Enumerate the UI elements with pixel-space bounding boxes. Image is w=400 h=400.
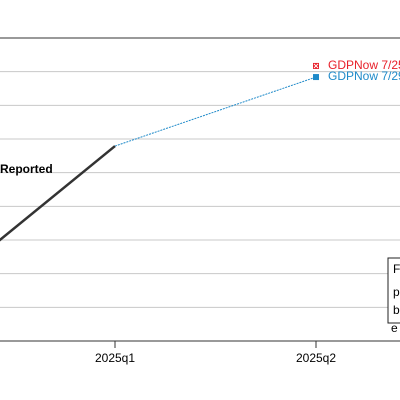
- note-source: e: [391, 321, 398, 335]
- series-label: GDPNow 7/25: [328, 58, 400, 72]
- x-tick-label: 2025q2: [296, 351, 336, 365]
- x-tick-label: 2025q1: [95, 351, 135, 365]
- marker: [313, 74, 319, 81]
- note-line: F: [393, 262, 400, 276]
- marker-cross: [313, 63, 319, 69]
- note-box: [387, 257, 400, 324]
- series-label: GDPNow 7/29: [328, 69, 400, 83]
- series-label: Reported: [0, 162, 53, 176]
- note-line: b: [393, 303, 400, 317]
- projection-line: [114, 76, 317, 147]
- note-line: p: [393, 285, 400, 299]
- reported-line: [0, 145, 116, 242]
